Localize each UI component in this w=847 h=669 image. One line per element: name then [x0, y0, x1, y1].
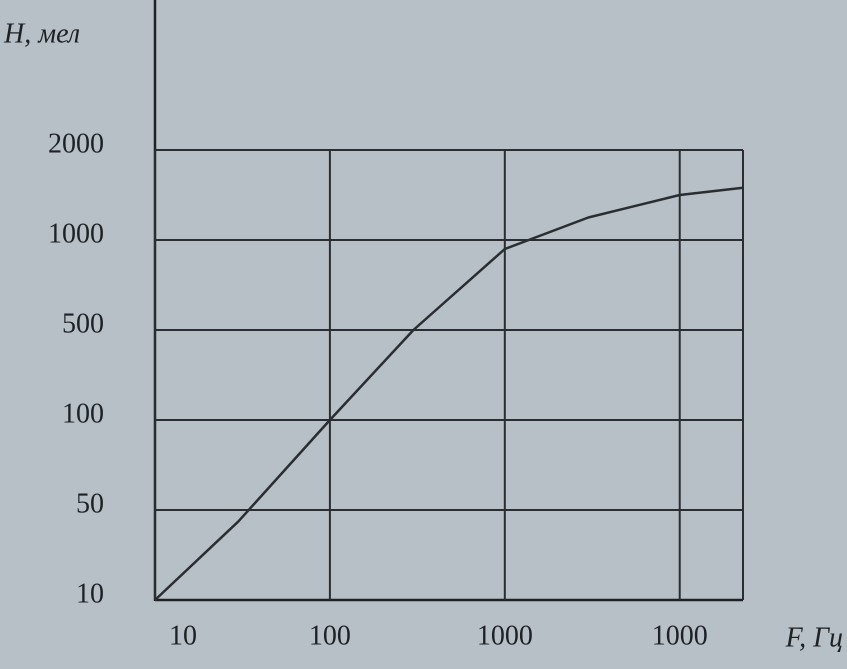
y-tick-label: 100	[62, 398, 104, 429]
x-tick-label: 100	[309, 620, 351, 651]
y-tick-label: 50	[76, 488, 104, 519]
x-tick-label: 10	[169, 620, 197, 651]
y-tick-label: 2000	[48, 128, 104, 159]
y-axis-label: H, мел	[3, 18, 80, 49]
x-tick-label: 1000	[652, 620, 708, 651]
y-tick-label: 1000	[48, 218, 104, 249]
y-tick-label: 10	[76, 578, 104, 609]
data-line	[154, 186, 744, 601]
x-tick-label: 1000	[477, 620, 533, 651]
x-axis-label: F, Гц	[785, 622, 843, 653]
y-tick-label: 500	[62, 308, 104, 339]
